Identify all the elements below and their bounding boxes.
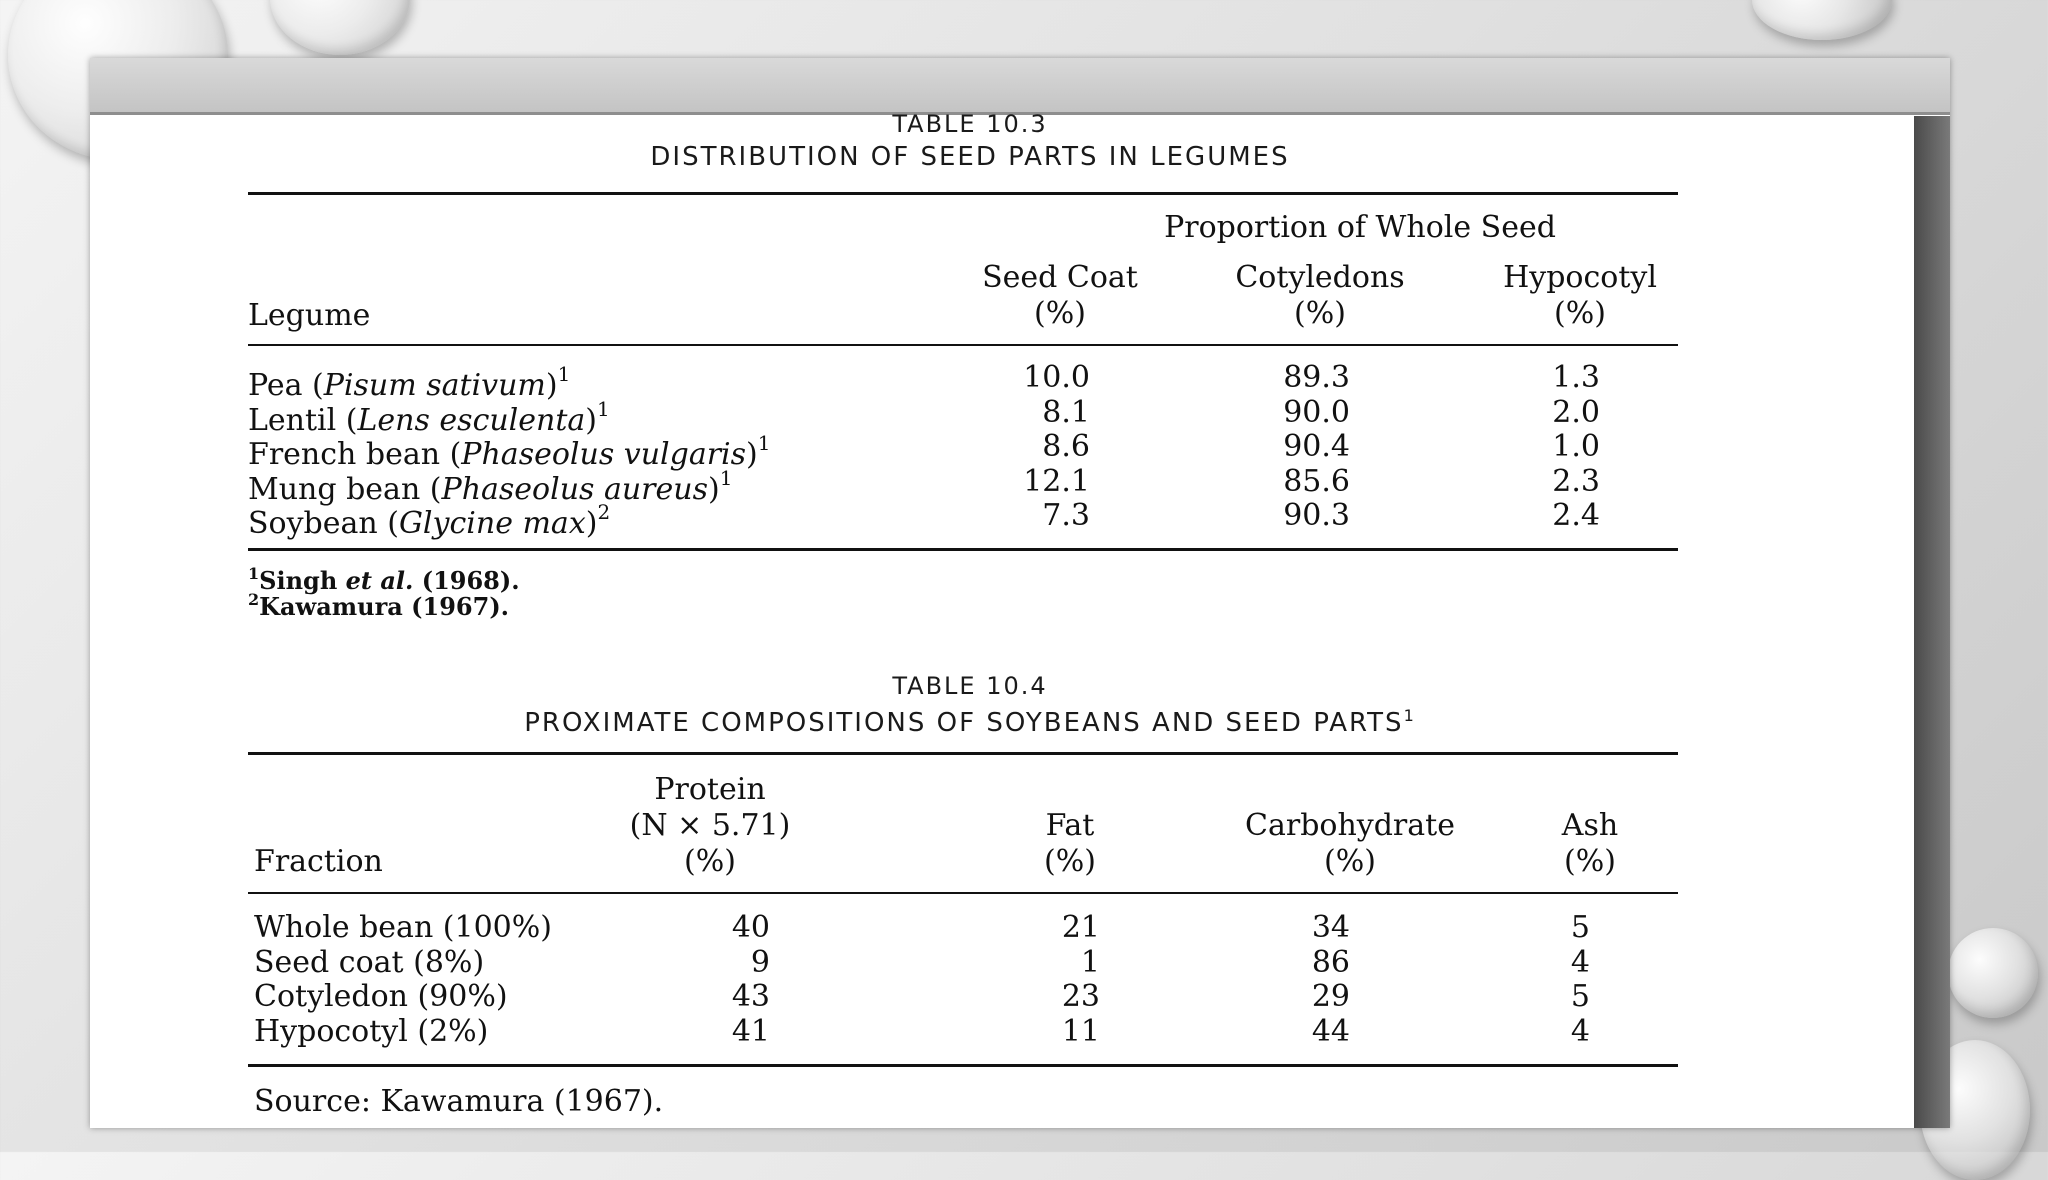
table1-cell: 90.0 [1283, 395, 1350, 430]
table2-col-fat-line: (%) [1044, 844, 1096, 879]
table1-col-seed-coat-name: Seed Coat [982, 260, 1138, 295]
table1-footnote: 2Kawamura (1967). [248, 590, 510, 621]
table1-col-hypocotyl-name: Hypocotyl [1503, 260, 1657, 295]
table1-cell: 8.1 [1042, 395, 1090, 430]
table1-col-hypocotyl: Hypocotyl (%) [1450, 260, 1710, 332]
table2-cell: 34 [1311, 910, 1350, 945]
viewer-scrollbar[interactable] [1914, 116, 1950, 1128]
table1-cell: 85.6 [1283, 464, 1350, 499]
table2-cell: 4 [1570, 945, 1590, 980]
table2-cell: 41 [731, 1014, 770, 1049]
table1-cell: 7.3 [1042, 498, 1090, 533]
table2-source: Source: Kawamura (1967). [254, 1084, 664, 1119]
table2-cell: 5 [1570, 910, 1590, 945]
table2-cell: 5 [1570, 979, 1590, 1014]
table1-cell: 89.3 [1283, 360, 1350, 395]
decorative-drop [270, 0, 410, 55]
table2-row-header: Fraction [254, 844, 383, 879]
table2-col-ash: Ash (%) [1510, 808, 1670, 880]
table2-col-carbohydrate-line: (%) [1324, 844, 1376, 879]
table1-col-cotyledons: Cotyledons (%) [1190, 260, 1450, 332]
table1-cell: 8.6 [1042, 429, 1090, 464]
table1-row-label: Soybean (Glycine max)2 [248, 500, 611, 541]
table1-group-header: Proportion of Whole Seed [1164, 210, 1556, 245]
table1-col-hypocotyl-unit: (%) [1554, 296, 1606, 331]
table1-col-cotyledons-unit: (%) [1294, 296, 1346, 331]
document-viewer: TABLE 10.3 DISTRIBUTION OF SEED PARTS IN… [90, 58, 1950, 1128]
table1-cell: 1.3 [1552, 360, 1600, 395]
table2-col-fat: Fat (%) [990, 808, 1150, 880]
table1-col-seed-coat-unit: (%) [1034, 296, 1086, 331]
table2-cell: 43 [731, 979, 770, 1014]
table2-row-label: Whole bean (100%) [254, 910, 552, 945]
table1-row-header: Legume [248, 298, 371, 333]
table1-bottom-rule [248, 548, 1678, 551]
table1-cell: 1.0 [1552, 429, 1600, 464]
table2-cell: 1 [1080, 945, 1100, 980]
table1-cell: 10.0 [1023, 360, 1090, 395]
table1-top-rule [248, 192, 1678, 195]
table2-number: TABLE 10.4 [892, 672, 1048, 700]
table2-col-ash-line: Ash [1561, 808, 1619, 843]
table2-top-rule [248, 752, 1678, 755]
table2-col-ash-line: (%) [1564, 844, 1616, 879]
table1-cell: 2.4 [1552, 498, 1600, 533]
table1-cell: 2.0 [1552, 395, 1600, 430]
table1-col-cotyledons-name: Cotyledons [1235, 260, 1405, 295]
table2-cell: 40 [731, 910, 770, 945]
table2-col-protein-line: Protein [654, 772, 766, 807]
table2-title: PROXIMATE COMPOSITIONS OF SOYBEANS AND S… [524, 706, 1416, 738]
table2-row-label: Hypocotyl (2%) [254, 1014, 489, 1049]
decorative-drop [1948, 928, 2038, 1018]
table1-cell: 90.3 [1283, 498, 1350, 533]
table1-title: DISTRIBUTION OF SEED PARTS IN LEGUMES [650, 142, 1290, 172]
table2-header-rule [248, 892, 1678, 894]
table2-col-fat-line: Fat [1045, 808, 1095, 843]
viewer-toolbar [90, 58, 1950, 115]
table2-col-carbohydrate-line: Carbohydrate [1245, 808, 1455, 843]
table2-col-protein-line: (%) [684, 844, 736, 879]
table2-cell: 21 [1061, 910, 1100, 945]
table1-row-label: Pea (Pisum sativum)1 [248, 362, 571, 403]
table1-cell: 90.4 [1283, 429, 1350, 464]
table2-row-label: Seed coat (8%) [254, 945, 485, 980]
table2-cell: 9 [750, 945, 770, 980]
table2-cell: 23 [1061, 979, 1100, 1014]
table2-cell: 86 [1311, 945, 1350, 980]
scanned-page: TABLE 10.3 DISTRIBUTION OF SEED PARTS IN… [90, 110, 1914, 1128]
table2-cell: 11 [1061, 1014, 1100, 1049]
table2-row-label: Cotyledon (90%) [254, 979, 508, 1014]
table1-cell: 2.3 [1552, 464, 1600, 499]
table2-cell: 29 [1311, 979, 1350, 1014]
table1-row-label: French bean (Phaseolus vulgaris)1 [248, 431, 771, 472]
table2-cell: 4 [1570, 1014, 1590, 1049]
table1-col-seed-coat: Seed Coat (%) [930, 260, 1190, 332]
table1-header-rule [248, 344, 1678, 346]
table2-col-protein-line: (N × 5.71) [629, 808, 791, 843]
table1-row-label: Mung bean (Phaseolus aureus)1 [248, 466, 733, 507]
decorative-drop [1752, 0, 1892, 40]
table2-bottom-rule [248, 1064, 1678, 1067]
table1-cell: 12.1 [1023, 464, 1090, 499]
table1-footnote: 1Singh et al. (1968). [248, 564, 520, 595]
table2-col-protein: Protein (N × 5.71) (%) [590, 772, 830, 880]
table2-col-carbohydrate: Carbohydrate (%) [1200, 808, 1500, 880]
table1-number: TABLE 10.3 [892, 110, 1048, 138]
table1-row-label: Lentil (Lens esculenta)1 [248, 397, 610, 438]
table2-cell: 44 [1311, 1014, 1350, 1049]
